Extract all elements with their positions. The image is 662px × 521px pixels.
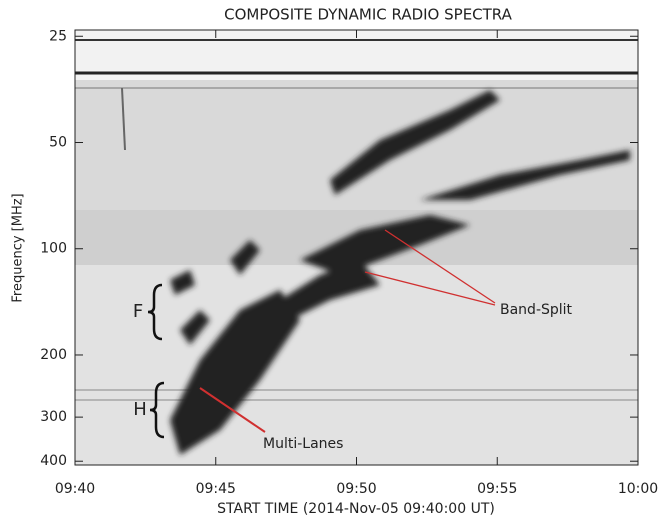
x-tick-label: 09:55 <box>477 481 517 497</box>
brace <box>149 381 165 439</box>
annotation: Band-Split <box>500 302 573 318</box>
y-axis-label: Frequency [MHz] <box>11 193 26 302</box>
x-tick-label: 09:45 <box>196 481 236 497</box>
brace <box>147 283 163 341</box>
annotation-line <box>384 229 496 304</box>
annotation: F <box>133 301 143 322</box>
annotation-line <box>364 271 496 306</box>
y-tick-label: 400 <box>40 453 67 469</box>
y-tick-label: 100 <box>40 241 67 257</box>
x-tick-label: 10:00 <box>618 481 658 497</box>
x-tick-label: 09:50 <box>336 481 376 497</box>
y-tick-label: 200 <box>40 347 67 363</box>
annotation: Multi-Lanes <box>263 436 343 452</box>
y-tick-label: 25 <box>49 28 67 44</box>
y-tick-label: 50 <box>49 134 67 150</box>
annotation-line <box>199 387 266 433</box>
chart-title: COMPOSITE DYNAMIC RADIO SPECTRA <box>224 6 513 24</box>
spectrogram-image <box>75 30 638 465</box>
annotation: H <box>133 399 147 420</box>
y-tick-label: 300 <box>40 409 67 425</box>
x-axis-label: START TIME (2014-Nov-05 09:40:00 UT) <box>217 501 495 517</box>
x-tick-label: 09:40 <box>55 481 95 497</box>
